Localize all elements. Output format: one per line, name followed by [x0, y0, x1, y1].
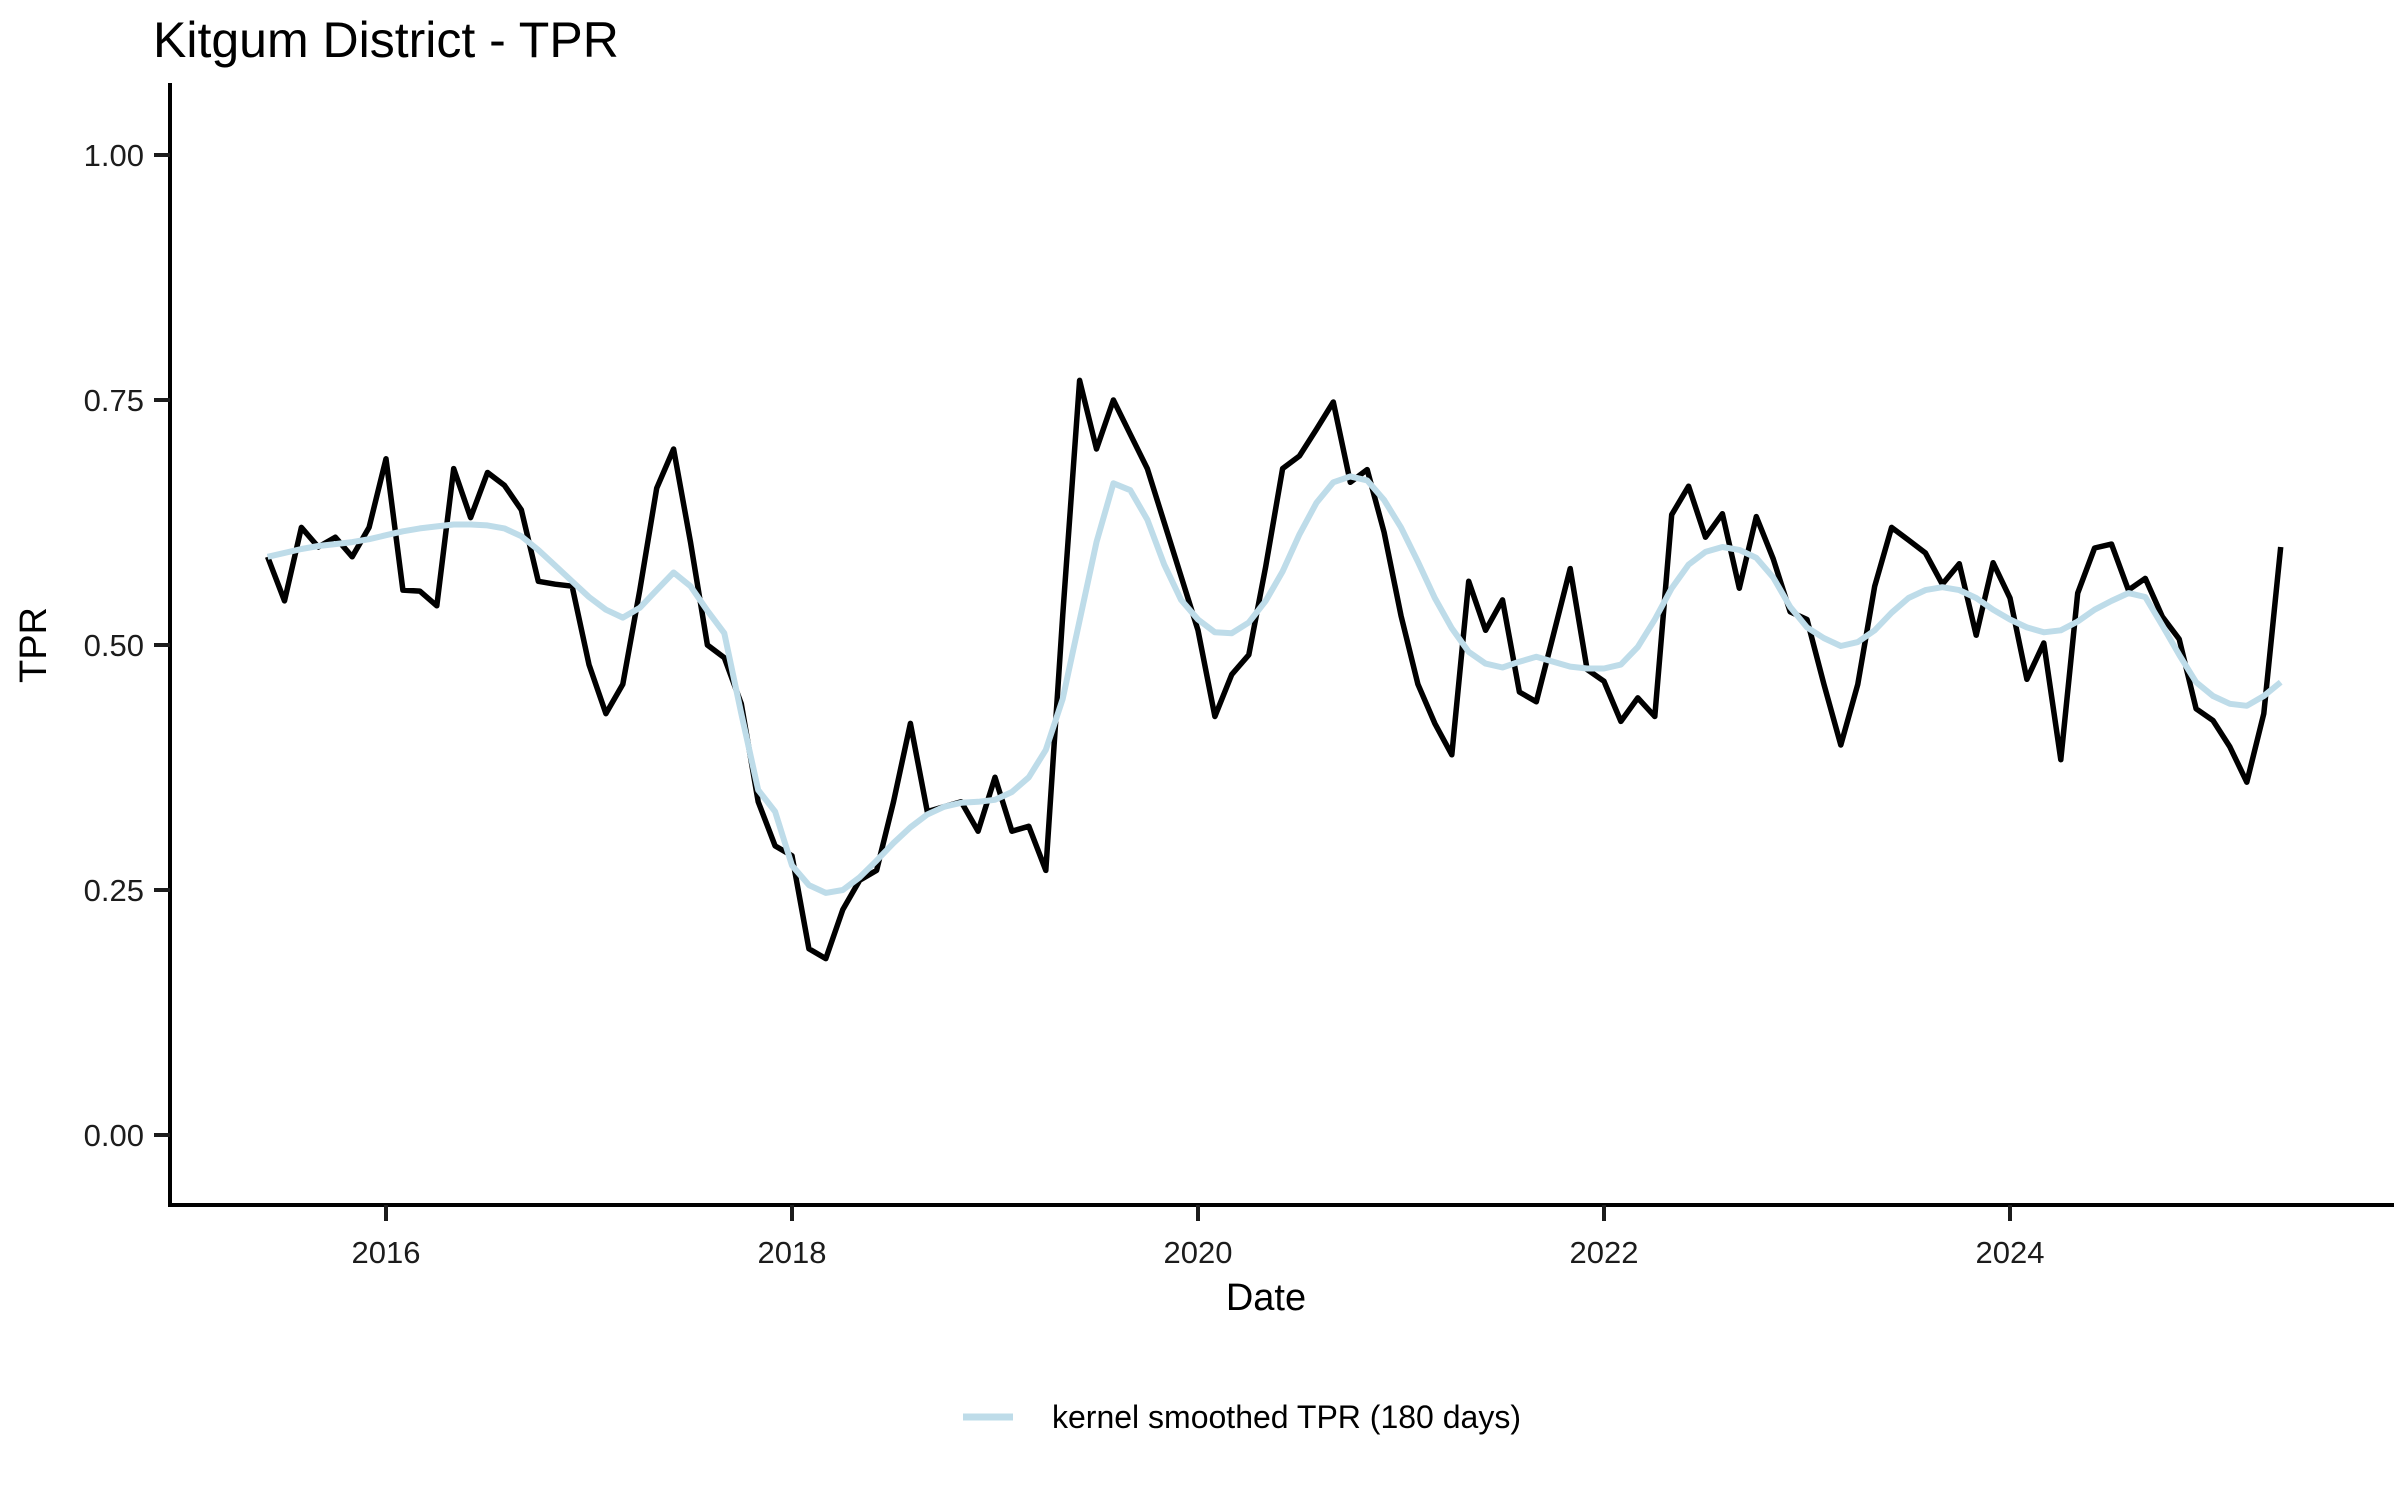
- series-line-raw-tpr: [265, 377, 2284, 962]
- y-tick-label: 0.25: [84, 873, 144, 908]
- x-tick-label: 2024: [1976, 1235, 2045, 1270]
- series-line-smoothed-tpr: [266, 473, 2283, 896]
- legend-label: kernel smoothed TPR (180 days): [1052, 1399, 1521, 1435]
- x-axis-ticks: 2016 2018 2020 2022 2024: [352, 1205, 2045, 1270]
- x-tick-label: 2020: [1164, 1235, 1233, 1270]
- x-axis-title: Date: [1226, 1277, 1306, 1319]
- legend: kernel smoothed TPR (180 days): [963, 1399, 1521, 1435]
- y-tick-label: 0.75: [84, 383, 144, 418]
- x-tick-label: 2016: [352, 1235, 421, 1270]
- chart-title: Kitgum District - TPR: [153, 12, 619, 68]
- y-axis-ticks: 0.00 0.25 0.50 0.75 1.00: [84, 138, 170, 1153]
- y-tick-label: 0.00: [84, 1118, 144, 1153]
- chart-series: [265, 377, 2284, 962]
- x-tick-label: 2018: [758, 1235, 827, 1270]
- y-tick-label: 1.00: [84, 138, 144, 173]
- y-tick-label: 0.50: [84, 628, 144, 663]
- y-axis-title: TPR: [13, 607, 55, 683]
- x-tick-label: 2022: [1570, 1235, 1639, 1270]
